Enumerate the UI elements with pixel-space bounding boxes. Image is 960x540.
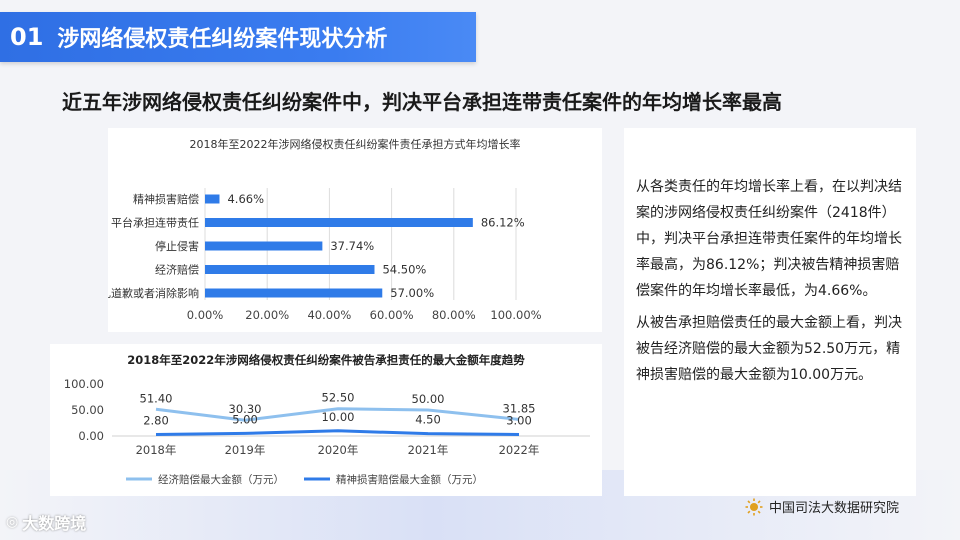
bar-chart-bar (205, 218, 473, 227)
bar-chart-x-tick: 100.00% (490, 308, 541, 322)
line-chart-x-tick: 2021年 (408, 443, 449, 457)
bar-chart-bar (205, 288, 383, 298)
bar-chart-category-label: 经济赔偿 (155, 263, 199, 277)
line-chart-y-tick: 50.00 (71, 403, 104, 417)
analysis-text: 从各类责任的年均增长率上看，在以判决结案的涉网络侵权责任纠纷案件（2418件）中… (636, 174, 910, 394)
line-chart: 2018年至2022年涉网络侵权责任纠纷案件被告承担责任的最大金额年度趋势 0.0… (64, 353, 590, 486)
line-chart-x-tick: 2020年 (318, 443, 359, 457)
bar-chart-value-label: 86.12% (481, 216, 525, 230)
bar-chart: 2018年至2022年涉网络侵权责任纠纷案件责任承担方式年均增长率 0.00% 20… (89, 137, 542, 322)
headline: 近五年涉网络侵权责任纠纷案件中，判决平台承担连带责任案件的年均增长率最高 (62, 90, 782, 114)
line-chart-data-label: 52.50 (322, 391, 355, 405)
line-chart-legend-label: 经济赔偿最大金额（万元） (158, 473, 284, 486)
line-chart-title: 2018年至2022年涉网络侵权责任纠纷案件被告承担责任的最大金额年度趋势 (127, 353, 525, 367)
logo-text: 大数跨境 (22, 514, 87, 533)
line-chart-data-label: 51.40 (140, 391, 173, 405)
line-chart-data-label: 5.00 (232, 412, 258, 426)
line-chart-legend-label: 精神损害赔偿最大金额（万元） (336, 473, 483, 486)
analysis-panel (624, 128, 916, 496)
line-chart-data-label: 2.80 (143, 414, 169, 428)
bar-chart-bar (205, 194, 220, 204)
bar-chart-x-tick: 80.00% (432, 308, 476, 322)
line-chart-data-label: 10.00 (322, 410, 355, 424)
bar-chart-value-label: 37.74% (330, 239, 374, 253)
bar-chart-value-label: 54.50% (382, 263, 426, 277)
bar-chart-category-label: 停止侵害 (155, 239, 199, 253)
bar-chart-value-label: 57.00% (390, 286, 434, 300)
bar-chart-bar (205, 265, 375, 274)
line-chart-y-tick: 0.00 (78, 429, 104, 443)
line-chart-series-line (155, 407, 520, 422)
section-title: 涉网络侵权责任纠纷案件现状分析 (57, 27, 388, 52)
line-chart-x-tick: 2022年 (499, 443, 540, 457)
bar-chart-x-tick: 20.00% (245, 308, 289, 322)
line-chart-data-label: 30.30 (229, 402, 262, 416)
line-chart-data-label: 4.50 (415, 413, 441, 427)
source-text: 中国司法大数据研究院 (769, 501, 900, 516)
sun-emblem-icon (745, 498, 763, 515)
section-header: 01 涉网络侵权责任纠纷案件现状分析 (0, 12, 476, 62)
line-chart-x-tick: 2018年 (136, 443, 177, 457)
section-number: 01 (10, 23, 44, 51)
bar-chart-value-label: 4.66% (227, 192, 264, 206)
line-chart-x-tick: 2019年 (225, 443, 266, 457)
bar-chart-x-tick: 60.00% (370, 308, 414, 322)
bar-chart-x-tick: 40.00% (307, 308, 351, 322)
line-chart-series-line (155, 429, 520, 437)
footer-source: 中国司法大数据研究院 (745, 497, 899, 516)
bar-chart-category-label: 平台承担连带责任 (111, 216, 199, 230)
bar-chart-category-label: 赔礼道歉或者消除影响 (108, 286, 199, 300)
footer-logo: ◎ 大数跨境 (6, 510, 86, 534)
line-chart-y-tick: 100.00 (64, 377, 104, 391)
line-chart-data-label: 50.00 (412, 392, 445, 406)
analysis-paragraph-1: 从各类责任的年均增长率上看，在以判决结案的涉网络侵权责任纠纷案件（2418件）中… (636, 179, 902, 299)
bar-chart-bar (205, 241, 323, 251)
line-chart-panel: 2018年至2022年涉网络侵权责任纠纷案件被告承担责任的最大金额年度趋势 0.0… (50, 344, 602, 496)
bar-chart-title: 2018年至2022年涉网络侵权责任纠纷案件责任承担方式年均增长率 (190, 137, 521, 151)
line-chart-data-label: 3.00 (506, 413, 532, 427)
bar-chart-category-label: 精神损害赔偿 (133, 192, 199, 206)
bar-chart-x-tick: 0.00% (187, 308, 224, 322)
bar-chart-panel: 2018年至2022年涉网络侵权责任纠纷案件责任承担方式年均增长率 0.00% 20… (89, 128, 602, 332)
line-chart-data-label: 31.85 (503, 401, 536, 415)
analysis-paragraph-2: 从被告承担赔偿责任的最大金额上看，判决被告经济赔偿的最大金额为52.50万元，精… (636, 315, 902, 383)
logo-icon: ◎ (6, 514, 19, 530)
